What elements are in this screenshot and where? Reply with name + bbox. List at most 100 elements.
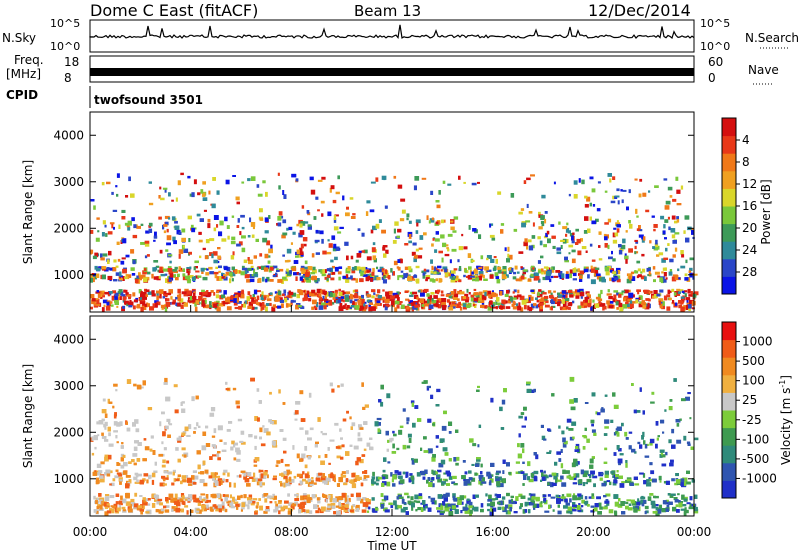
range-gate-cell [371, 295, 375, 299]
range-gate-cell [282, 232, 288, 236]
range-gate-cell [453, 497, 458, 502]
range-gate-cell [669, 462, 674, 467]
range-gate-cell [369, 209, 375, 213]
range-gate-cell [390, 268, 393, 273]
colorbar-tick-label: 24 [742, 243, 757, 257]
range-gate-cell [189, 193, 192, 197]
range-gate-cell [638, 303, 644, 308]
range-gate-cell [613, 452, 617, 456]
range-gate-cell [435, 221, 439, 225]
range-gate-cell [241, 247, 246, 253]
range-gate-cell [209, 456, 213, 460]
range-gate-cell [376, 300, 381, 304]
range-gate-cell [139, 479, 144, 485]
range-gate-cell [317, 500, 321, 504]
range-gate-cell [331, 302, 335, 305]
range-gate-cell [497, 501, 501, 505]
range-gate-cell [450, 220, 454, 223]
range-gate-cell [392, 292, 398, 296]
range-gate-cell [413, 254, 418, 259]
range-gate-cell [405, 298, 409, 301]
range-gate-cell [149, 448, 153, 452]
range-gate-cell [236, 450, 241, 455]
range-gate-cell [688, 294, 693, 297]
freq-tick-top: 18 [64, 55, 79, 69]
range-gate-cell [448, 306, 454, 311]
range-gate-cell [240, 508, 243, 512]
range-gate-cell [502, 269, 507, 272]
range-gate-cell [236, 301, 242, 304]
range-gate-cell [140, 511, 143, 515]
range-gate-cell [362, 478, 368, 481]
range-gate-cell [583, 268, 589, 273]
range-gate-cell [367, 300, 373, 304]
range-gate-cell [566, 475, 572, 479]
range-gate-cell [148, 228, 153, 233]
range-gate-cell [649, 240, 652, 244]
range-gate-cell [382, 289, 385, 292]
range-gate-cell [217, 247, 221, 250]
range-gate-cell [171, 482, 175, 486]
range-gate-cell [569, 294, 574, 298]
range-gate-cell [540, 297, 546, 302]
range-gate-cell [254, 306, 258, 310]
range-gate-cell [299, 251, 304, 255]
range-gate-cell [501, 399, 506, 405]
range-gate-cell [604, 419, 610, 424]
range-gate-cell [142, 301, 146, 306]
range-gate-cell [140, 291, 144, 296]
range-gate-cell [517, 294, 522, 298]
range-gate-cell [357, 432, 361, 437]
range-gate-cell [473, 506, 479, 512]
range-gate-cell [572, 272, 577, 277]
range-gate-cell [112, 478, 116, 482]
range-gate-cell [304, 473, 309, 479]
range-gate-cell [303, 294, 309, 300]
range-gate-cell [283, 476, 288, 479]
range-gate-cell [155, 509, 159, 513]
range-gate-cell [146, 479, 149, 484]
range-gate-cell [589, 475, 592, 479]
range-gate-cell [128, 479, 132, 484]
range-gate-cell [621, 290, 626, 293]
range-gate-cell [147, 498, 151, 501]
range-gate-cell [199, 292, 203, 296]
range-gate-cell [162, 459, 166, 464]
range-gate-cell [364, 304, 368, 308]
range-gate-cell [617, 504, 623, 508]
colorbar-segment [722, 135, 736, 154]
range-gate-cell [680, 300, 684, 305]
colorbar-tick-label: 16 [742, 199, 757, 213]
range-gate-cell [631, 383, 634, 386]
range-gate-cell [309, 482, 314, 487]
range-gate-cell [688, 506, 694, 510]
range-gate-cell [412, 242, 417, 246]
range-gate-cell [458, 175, 461, 180]
range-gate-cell [434, 500, 437, 505]
range-gate-cell [349, 444, 353, 447]
range-gate-cell [247, 472, 252, 476]
range-gate-cell [201, 507, 205, 510]
range-gate-cell [578, 275, 583, 280]
range-gate-cell [370, 181, 376, 184]
range-gate-cell [488, 473, 492, 479]
range-gate-cell [436, 204, 441, 209]
range-gate-cell [616, 292, 620, 296]
range-gate-cell [441, 290, 444, 294]
range-gate-cell [586, 292, 590, 296]
range-gate-cell [536, 299, 539, 303]
range-gate-cell [303, 297, 308, 301]
range-gate-cell [686, 441, 691, 445]
range-gate-cell [371, 289, 376, 293]
range-gate-cell [413, 294, 419, 299]
range-gate-cell [543, 470, 546, 474]
range-gate-cell [145, 289, 150, 292]
range-gate-cell [90, 294, 95, 299]
range-gate-cell [407, 303, 412, 306]
range-gate-cell [469, 438, 474, 443]
range-gate-cell [316, 293, 321, 298]
range-gate-cell [295, 304, 299, 310]
range-gate-cell [247, 267, 252, 271]
range-gate-cell [627, 507, 633, 511]
range-gate-cell [332, 246, 337, 252]
